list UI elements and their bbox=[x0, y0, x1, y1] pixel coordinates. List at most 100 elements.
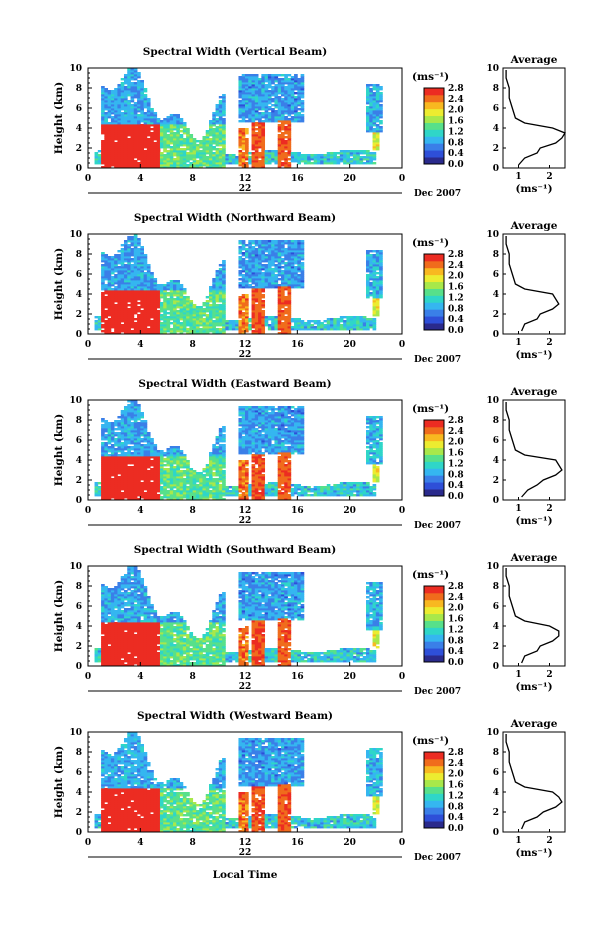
heatmap-cell bbox=[101, 478, 105, 481]
heatmap-cell bbox=[140, 494, 144, 497]
heatmap-cell bbox=[114, 276, 118, 279]
heatmap-cell bbox=[146, 314, 151, 317]
heatmap-cell bbox=[241, 294, 246, 297]
heatmap-cell bbox=[114, 440, 118, 443]
heatmap-cell bbox=[366, 154, 370, 157]
heatmap-cell bbox=[205, 156, 210, 159]
heatmap-cell bbox=[104, 494, 109, 497]
heatmap-cell bbox=[114, 102, 118, 105]
heatmap-cell bbox=[271, 276, 275, 279]
heatmap-cell bbox=[140, 138, 144, 141]
heatmap-cell bbox=[330, 318, 334, 321]
heatmap-cell bbox=[267, 76, 272, 79]
heatmap-cell bbox=[127, 100, 131, 103]
heatmap-cell bbox=[130, 400, 135, 403]
heatmap-cell bbox=[264, 272, 269, 275]
heatmap-cell bbox=[97, 326, 102, 329]
heatmap-cell bbox=[137, 264, 141, 267]
heatmap-cell bbox=[336, 162, 341, 165]
heatmap-cell bbox=[212, 310, 216, 313]
heatmap-cell bbox=[117, 142, 122, 145]
heatmap-cell bbox=[251, 290, 256, 293]
heatmap-cell bbox=[133, 108, 138, 111]
heatmap-cell bbox=[372, 300, 377, 303]
heatmap-cell bbox=[123, 280, 128, 283]
heatmap-cell bbox=[140, 86, 144, 89]
heatmap-cell bbox=[300, 268, 305, 271]
heatmap-cell bbox=[245, 106, 249, 109]
heatmap-cell bbox=[294, 318, 298, 321]
heatmap-cell bbox=[110, 116, 115, 119]
heatmap-cell bbox=[133, 330, 138, 333]
heatmap-cell bbox=[120, 482, 125, 485]
heatmap-cell bbox=[130, 122, 135, 125]
heatmap-cell bbox=[114, 472, 118, 475]
heatmap-cell bbox=[261, 90, 266, 93]
heatmap-cell bbox=[248, 78, 252, 81]
heatmap-cell bbox=[130, 268, 135, 271]
heatmap-cell bbox=[189, 152, 194, 155]
heatmap-cell bbox=[254, 268, 259, 271]
heatmap-cell bbox=[133, 152, 138, 155]
heatmap-cell bbox=[153, 148, 158, 151]
heatmap-cell bbox=[130, 130, 135, 133]
heatmap-cell bbox=[104, 264, 109, 267]
heatmap-cell bbox=[215, 290, 220, 293]
heatmap-cell bbox=[277, 108, 282, 111]
heatmap-cell bbox=[123, 452, 128, 455]
heatmap-cell bbox=[182, 144, 187, 147]
heatmap-cell bbox=[254, 312, 259, 315]
heatmap-cell bbox=[104, 454, 109, 457]
heatmap-cell bbox=[179, 302, 184, 305]
heatmap-cell bbox=[120, 290, 125, 293]
heatmap-cell bbox=[372, 276, 377, 279]
heatmap-cell bbox=[205, 296, 210, 299]
heatmap-cell bbox=[264, 286, 269, 289]
heatmap-cell bbox=[241, 158, 246, 161]
heatmap-cell bbox=[300, 106, 305, 109]
heatmap-cell bbox=[313, 162, 318, 165]
heatmap-cell bbox=[130, 128, 135, 131]
heatmap-cell bbox=[133, 126, 138, 129]
heatmap-cell bbox=[150, 150, 154, 153]
heatmap-cell bbox=[284, 76, 288, 79]
heatmap-cell bbox=[140, 164, 144, 167]
heatmap-cell bbox=[169, 286, 174, 289]
heatmap-cell bbox=[156, 300, 161, 303]
heatmap-cell bbox=[117, 122, 122, 125]
heatmap-cell bbox=[300, 80, 305, 83]
heatmap-cell bbox=[173, 122, 177, 125]
heatmap-cell bbox=[123, 92, 128, 95]
avg-y-tick-label: 2 bbox=[493, 310, 499, 320]
heatmap-cell bbox=[169, 148, 174, 151]
heatmap-cell bbox=[284, 132, 288, 135]
heatmap-cell bbox=[313, 320, 318, 323]
heatmap-cell bbox=[290, 240, 295, 243]
heatmap-cell bbox=[294, 286, 298, 289]
heatmap-cell bbox=[182, 150, 187, 153]
heatmap-cell bbox=[130, 142, 135, 145]
heatmap-cell bbox=[173, 318, 177, 321]
heatmap-cell bbox=[241, 314, 246, 317]
heatmap-cell bbox=[101, 108, 105, 111]
heatmap-cell bbox=[127, 270, 131, 273]
heatmap-cell bbox=[104, 270, 109, 273]
heatmap-cell bbox=[202, 146, 207, 149]
heatmap-cell bbox=[264, 110, 269, 113]
y-tick-label: 2 bbox=[76, 310, 82, 320]
heatmap-cell bbox=[238, 152, 243, 155]
heatmap-cell bbox=[140, 474, 144, 477]
heatmap-cell bbox=[297, 118, 301, 121]
heatmap-cell bbox=[127, 156, 131, 159]
heatmap-cell bbox=[212, 322, 216, 325]
heatmap-cell bbox=[290, 156, 295, 159]
heatmap-cell bbox=[123, 78, 128, 81]
heatmap-cell bbox=[137, 290, 141, 293]
heatmap-cell bbox=[225, 320, 230, 323]
heatmap-cell bbox=[182, 296, 187, 299]
heatmap-cell bbox=[114, 146, 118, 149]
heatmap-cell bbox=[130, 98, 135, 101]
heatmap-cell bbox=[261, 286, 266, 289]
heatmap-cell bbox=[238, 162, 243, 165]
heatmap-cell bbox=[123, 478, 128, 481]
